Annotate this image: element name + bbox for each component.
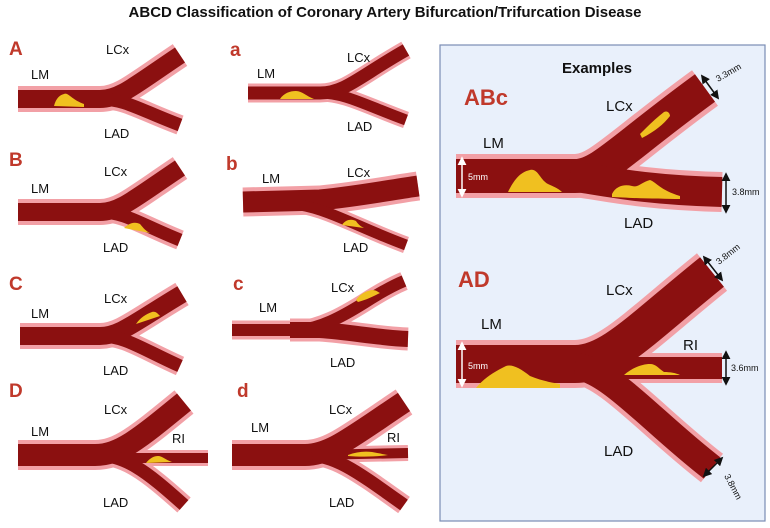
panel-d: d LM LCx RI LAD bbox=[232, 381, 413, 514]
label-ri: RI bbox=[387, 430, 400, 445]
label-lm: LM bbox=[31, 181, 49, 196]
vessel-C bbox=[20, 282, 189, 376]
lad-size: 3.8mm bbox=[732, 187, 760, 197]
lm-size: 5mm bbox=[468, 361, 488, 371]
panel-D: D LM LCx RI LAD bbox=[9, 381, 208, 513]
plaque-a-lm bbox=[280, 91, 314, 99]
label-lcx: LCx bbox=[606, 282, 633, 299]
panel-letter: A bbox=[9, 39, 23, 60]
vessel-D bbox=[18, 390, 208, 513]
label-lcx: LCx bbox=[104, 402, 128, 417]
label-lcx: LCx bbox=[104, 291, 128, 306]
label-lad: LAD bbox=[329, 495, 354, 510]
label-lm: LM bbox=[481, 316, 502, 333]
label-lcx: LCx bbox=[606, 98, 633, 115]
vessel-a bbox=[248, 41, 411, 128]
vessel-abc bbox=[456, 70, 723, 212]
label-lcx: LCx bbox=[106, 42, 130, 57]
label-lm: LM bbox=[31, 424, 49, 439]
plaque-ad-ri bbox=[624, 364, 680, 375]
ri-size: 3.6mm bbox=[731, 363, 759, 373]
label-lm: LM bbox=[31, 67, 49, 82]
label-lad: LAD bbox=[343, 240, 368, 255]
lcx-diameter-arrow bbox=[700, 74, 720, 100]
lcx-diameter-arrow bbox=[702, 255, 724, 282]
label-lm: LM bbox=[251, 420, 269, 435]
panel-B: B LM LCx LAD bbox=[9, 150, 188, 255]
panel-letter: C bbox=[9, 274, 23, 295]
example-letter: ABc bbox=[464, 85, 508, 110]
lad-diameter-arrow bbox=[702, 456, 724, 478]
example-letter: AD bbox=[458, 267, 490, 292]
vessel-c bbox=[232, 272, 409, 351]
lm-size: 5mm bbox=[468, 172, 488, 182]
plaque-ad-lm bbox=[476, 365, 560, 388]
panel-letter: d bbox=[237, 381, 249, 402]
label-lad: LAD bbox=[104, 126, 129, 141]
vessel-ad bbox=[456, 253, 728, 483]
label-ri: RI bbox=[683, 337, 698, 354]
label-lad: LAD bbox=[103, 240, 128, 255]
plaque-abc-lcx bbox=[640, 111, 670, 138]
panel-C: C LM LCx LAD bbox=[9, 274, 189, 378]
label-ri: RI bbox=[172, 431, 185, 446]
label-lm: LM bbox=[31, 306, 49, 321]
label-lm: LM bbox=[262, 171, 280, 186]
panel-A: A LM LCx LAD bbox=[9, 39, 188, 141]
vessel-b bbox=[242, 171, 421, 253]
panel-letter: B bbox=[9, 150, 23, 171]
panel-c: c LM LCx LAD bbox=[232, 272, 409, 370]
label-lad: LAD bbox=[330, 355, 355, 370]
vessel-B bbox=[18, 157, 188, 250]
example-ad: AD LM LCx RI LAD 5mm 3.6mm 3.8mm 3.8mm bbox=[456, 242, 759, 501]
panel-letter: D bbox=[9, 381, 23, 402]
label-lm: LM bbox=[259, 300, 277, 315]
panel-b: b LM LCx LAD bbox=[226, 154, 421, 255]
vessel-d bbox=[232, 389, 413, 514]
label-lcx: LCx bbox=[347, 50, 371, 65]
diagram-title: ABCD Classification of Coronary Artery B… bbox=[128, 4, 642, 21]
label-lcx: LCx bbox=[104, 164, 128, 179]
panel-letter: b bbox=[226, 154, 238, 175]
plaque-A-lm bbox=[54, 93, 84, 107]
vessel-A bbox=[18, 44, 188, 135]
label-lad: LAD bbox=[347, 119, 372, 134]
panel-a: a LM LCx LAD bbox=[230, 40, 411, 134]
label-lcx: LCx bbox=[329, 402, 353, 417]
examples-heading: Examples bbox=[562, 60, 632, 77]
label-lm: LM bbox=[483, 135, 504, 152]
plaque-abc-lad bbox=[612, 180, 680, 199]
plaque-c-lcx bbox=[356, 290, 380, 302]
label-lad: LAD bbox=[604, 443, 633, 460]
plaque-C-lcx bbox=[136, 311, 160, 324]
plaque-B-lad bbox=[124, 222, 150, 233]
label-lcx: LCx bbox=[347, 165, 371, 180]
label-lcx: LCx bbox=[331, 280, 355, 295]
plaque-abc-lm bbox=[508, 169, 562, 192]
label-lad: LAD bbox=[103, 495, 128, 510]
panel-letter: a bbox=[230, 40, 241, 61]
plaque-D-ri bbox=[146, 456, 172, 463]
plaque-d-ri bbox=[348, 451, 388, 457]
label-lm: LM bbox=[257, 66, 275, 81]
plaque-b-lad bbox=[342, 219, 364, 228]
label-lad: LAD bbox=[103, 363, 128, 378]
panel-letter: c bbox=[233, 274, 244, 295]
label-lad: LAD bbox=[624, 215, 653, 232]
